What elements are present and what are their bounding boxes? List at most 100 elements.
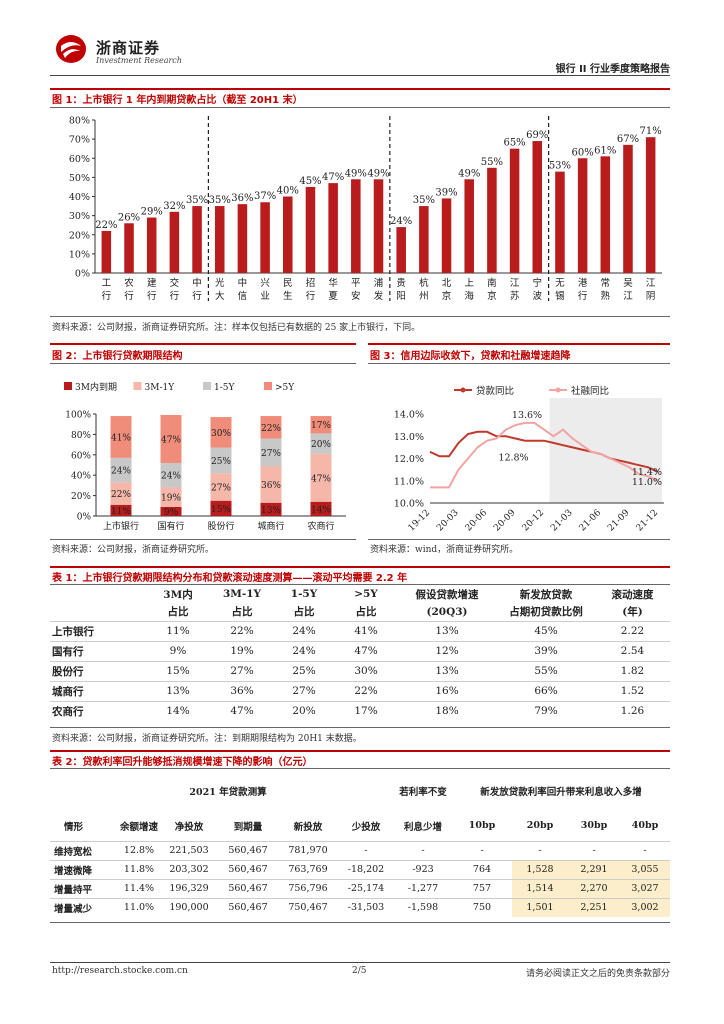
table1-cell: 1.52 — [620, 685, 645, 697]
report-type: 银行 II 行业季度策略报告 — [555, 64, 670, 75]
fig2-bar-segment — [160, 506, 182, 516]
fig2-data-label: 20% — [311, 440, 331, 450]
table2-cell: -18,202 — [347, 864, 385, 875]
table2-group-header-cell — [50, 771, 118, 811]
table2-cell: - — [364, 845, 368, 856]
fig1-category-label: 行 — [306, 290, 316, 302]
fig1-category-label: 南 — [487, 277, 497, 289]
fig2-data-label: 14% — [311, 505, 331, 515]
table2-cell: 560,467 — [228, 845, 268, 856]
table1-header-cell: >5Y — [354, 588, 378, 600]
fig1-bar — [600, 156, 611, 273]
fig1-data-label: 29% — [141, 207, 163, 218]
fig2-data-label: 13% — [261, 506, 281, 516]
header-rule — [50, 75, 670, 76]
fig2-data-label: 17% — [311, 421, 331, 431]
table2-cell: 190,000 — [169, 902, 209, 914]
fig1-category-label: 生 — [283, 290, 293, 302]
fig2-category-label: 国有行 — [157, 520, 184, 532]
table1-cell: 股份行 — [52, 665, 84, 678]
fig2-data-label: 41% — [111, 433, 131, 443]
fig2-ytick-label: 100% — [65, 411, 91, 421]
table2-header-cell: 余额增速 — [119, 821, 158, 833]
table2-cell: 560,467 — [228, 864, 268, 875]
fig1-bar — [124, 223, 134, 273]
fig1-bar — [146, 217, 157, 273]
table2-group-header-cell: 2021 年贷款测算 — [189, 787, 267, 798]
table1-header-cell: 占比 — [231, 606, 253, 619]
fig3-source: 资料来源：wind，浙商证券研究所。 — [370, 545, 519, 555]
table1-header-cell — [50, 585, 145, 603]
fig1-data-label: 26% — [118, 212, 140, 223]
fig1-category-label: 建 — [147, 277, 157, 289]
fig3-xtick-label: 21-12 — [635, 508, 660, 533]
footer-url[interactable]: http://research.stocke.com.cn — [52, 966, 188, 976]
footer-disclaimer: 请务必阅读正文之后的免责条款部分 — [525, 969, 670, 979]
fig2-bar-segment — [210, 500, 232, 516]
fig2-bar-segment — [310, 501, 332, 516]
fig3-xtick-label: 20-06 — [464, 508, 490, 534]
table1-cell: 13% — [435, 665, 459, 677]
fig1-data-label: 69% — [526, 130, 548, 141]
fig3-xtick-label: 20-09 — [492, 508, 518, 534]
table2-title: 表 2：贷款利率回升能够抵消规模增速下降的影响（亿元） — [52, 757, 313, 768]
fig1-top-rule — [50, 88, 670, 90]
fig2-legend-label: 3M内到期 — [75, 381, 117, 393]
table2-cell: 维持宽松 — [54, 846, 93, 858]
fig3-ytick-label: 10.0% — [394, 499, 424, 510]
table2-group-header-cell: 若利率不变 — [399, 787, 447, 798]
fig2-data-label: 24% — [161, 472, 181, 482]
fig2-top-rule — [50, 343, 356, 345]
table2-header-cell: 到期量 — [233, 821, 263, 833]
table1-cell: 41% — [354, 625, 378, 637]
fig1-ytick-label: 10% — [69, 249, 90, 260]
fig3-annotation: 11.0% — [632, 477, 662, 488]
fig1-data-label: 35% — [186, 195, 208, 206]
table1-row: 上市银行 11% 22% 24% 41% 13% 45% 2.22 — [50, 621, 670, 641]
fig3-ytick-label: 14.0% — [394, 410, 424, 421]
fig1-data-label: 53% — [549, 161, 571, 172]
fig1-bar — [577, 158, 588, 273]
fig1-ytick-label: 40% — [69, 192, 90, 203]
fig1-category-label: 锡 — [555, 290, 565, 302]
fig1-category-label: 北 — [442, 278, 452, 289]
fig1-category-label: 江 — [646, 278, 656, 289]
fig2-title: 图 2：上市银行贷款期限结构 — [52, 351, 183, 362]
fig1-category-label: 夏 — [328, 291, 338, 302]
table1-cell: 27% — [292, 685, 316, 697]
fig1-category-label: 行 — [192, 290, 202, 302]
fig1-category-label: 行 — [170, 290, 180, 302]
table1-header-cell: 占期初贷款比例 — [509, 606, 583, 619]
table1-bottom-rule — [50, 727, 670, 728]
table1-cell: 上市银行 — [52, 625, 94, 638]
table1-cell: 城商行 — [52, 685, 84, 698]
fig1-bar — [532, 141, 543, 273]
fig2-data-label: 9% — [164, 508, 179, 518]
table2-top-rule — [50, 750, 670, 752]
fig1-category-label: 交 — [170, 277, 180, 289]
table1-header-cell: 占比 — [355, 606, 377, 619]
fig2-bar-segment — [210, 417, 232, 448]
table2-cell: 756,796 — [288, 883, 328, 894]
table2-cell: -1,277 — [407, 883, 439, 894]
table2-cell: -25,174 — [347, 883, 385, 894]
fig3-legend-marker — [460, 387, 466, 393]
fig1-source: 资料来源：公司财报，浙商证券研究所。注：样本仅包括已有数据的 25 家上市银行，… — [52, 323, 421, 333]
table2-header-cell: 净投放 — [174, 821, 204, 833]
fig1-category-label: 州 — [419, 291, 429, 302]
fig2-data-label: 47% — [161, 435, 181, 445]
table2-cell: 764 — [472, 864, 492, 875]
table1-cell: 20% — [292, 705, 316, 718]
table2-cell: 1,501 — [512, 898, 568, 917]
table1-header-cell — [50, 603, 145, 621]
table1-cell: 27% — [230, 665, 254, 677]
fig2-bar-segment — [110, 482, 132, 505]
table2-bottom-rule — [50, 922, 670, 923]
table2-cell: - — [480, 845, 484, 856]
table2-group-header-cell — [338, 771, 394, 811]
fig2-category-label: 农商行 — [307, 520, 334, 532]
fig1-category-label: 兴 — [260, 278, 270, 289]
table1-cell: 36% — [230, 685, 254, 697]
fig3-legend-marker — [555, 387, 561, 393]
table1-header-cell: 占比 — [167, 606, 189, 619]
